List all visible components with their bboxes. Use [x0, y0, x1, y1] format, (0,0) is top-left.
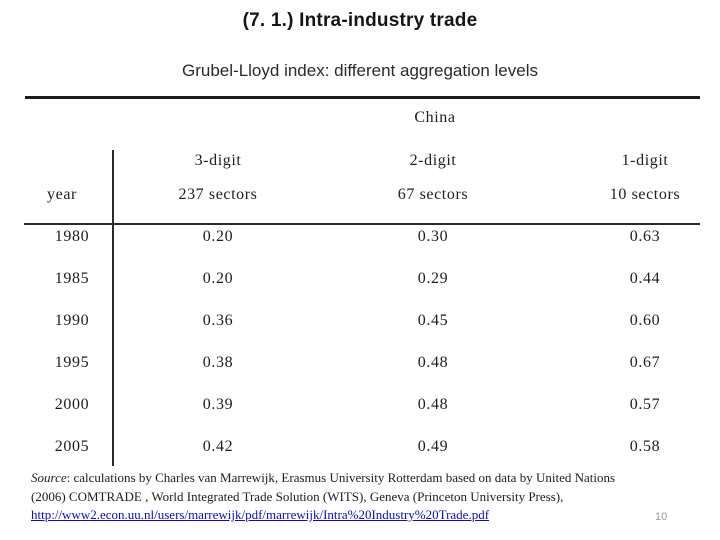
row-year: 1980 — [54, 228, 90, 245]
row-year: 1985 — [54, 270, 90, 287]
table-cell: 0.20 — [202, 270, 234, 287]
col-header-sectors: 237 sectors — [178, 186, 258, 203]
col-header-digit: 2-digit — [409, 152, 457, 169]
col-header-sectors: 67 sectors — [397, 186, 469, 203]
table-cell: 0.48 — [417, 354, 449, 371]
top-rule — [25, 96, 700, 99]
slide-subtitle: Grubel-Lloyd index: different aggregatio… — [182, 61, 538, 80]
row-year: 2000 — [54, 396, 90, 413]
table-cell: 0.20 — [202, 228, 234, 245]
source-line-1: Source: calculations by Charles van Marr… — [31, 469, 711, 488]
table-cell: 0.60 — [629, 312, 661, 329]
table-cell: 0.48 — [417, 396, 449, 413]
table-header-rule — [24, 223, 700, 225]
col-header-sectors: 10 sectors — [609, 186, 681, 203]
row-year: 1990 — [54, 312, 90, 329]
source-line-2: (2006) COMTRADE , World Integrated Trade… — [31, 488, 564, 504]
slide-title: (7. 1.) Intra-industry trade — [242, 10, 478, 31]
table-cell: 0.39 — [202, 396, 234, 413]
table-cell: 0.58 — [629, 438, 661, 455]
page-number: 10 — [655, 511, 668, 523]
table-vertical-rule — [112, 150, 114, 466]
row-year: 1995 — [54, 354, 90, 371]
table-region-header: China — [414, 109, 456, 126]
table-cell: 0.44 — [629, 270, 661, 287]
source-note: Source: calculations by Charles van Marr… — [31, 469, 711, 525]
row-year: 2005 — [54, 438, 90, 455]
table-cell: 0.57 — [629, 396, 661, 413]
table-cell: 0.42 — [202, 438, 234, 455]
source-label: Source — [31, 470, 67, 485]
table-cell: 0.36 — [202, 312, 234, 329]
table-cell: 0.67 — [629, 354, 661, 371]
source-text: : calculations by Charles van Marrewijk,… — [66, 470, 616, 485]
source-line-3: http://www2.econ.uu.nl/users/marrewijk/p… — [31, 506, 711, 525]
table-cell: 0.38 — [202, 354, 234, 371]
col-header-digit: 1-digit — [621, 152, 669, 169]
table-cell: 0.45 — [417, 312, 449, 329]
col-header-digit: 3-digit — [194, 152, 242, 169]
year-column-header: year — [47, 186, 77, 203]
table-cell: 0.63 — [629, 228, 661, 245]
table-cell: 0.30 — [417, 228, 449, 245]
table-cell: 0.29 — [417, 270, 449, 287]
source-link[interactable]: http://www2.econ.uu.nl/users/marrewijk/p… — [31, 507, 490, 522]
table-cell: 0.49 — [417, 438, 449, 455]
